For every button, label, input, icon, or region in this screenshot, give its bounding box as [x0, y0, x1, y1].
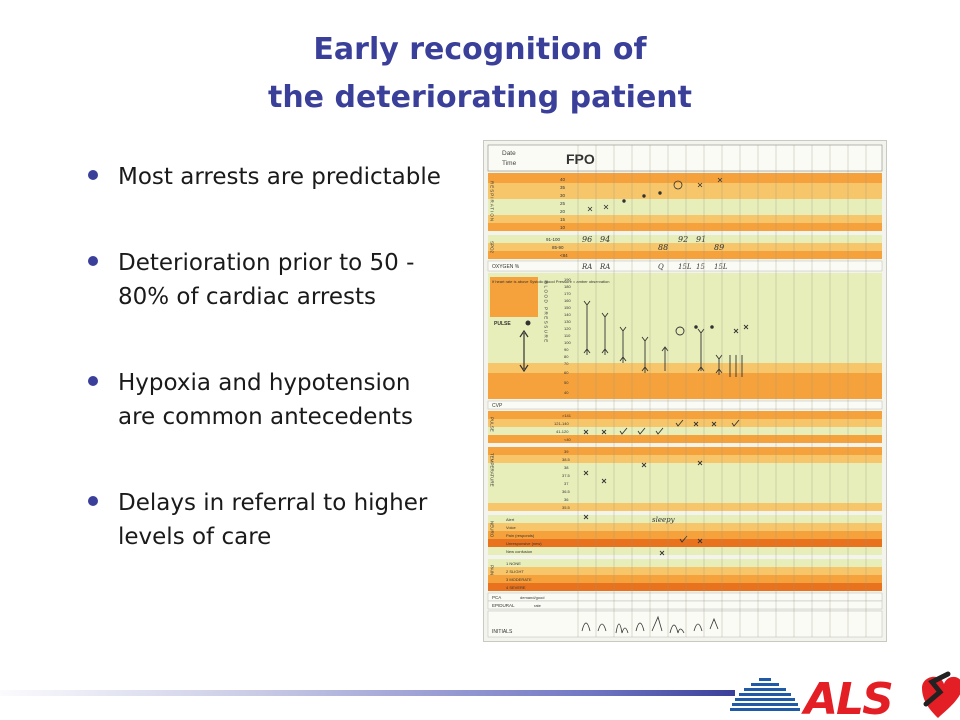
bullet-item: Deterioration prior to 50 - 80% of cardi… — [86, 246, 446, 314]
svg-text:121-140: 121-140 — [554, 421, 569, 426]
cvp-label: CVP — [492, 403, 503, 409]
bullet-item: Hypoxia and hypotension are common antec… — [86, 366, 446, 434]
logo-text: ALS — [801, 674, 892, 720]
pulse-section-label: PULSE — [490, 417, 495, 432]
bullet-dot-icon — [88, 256, 98, 266]
svg-text:110: 110 — [564, 333, 571, 338]
observation-chart-image: Date Time FPO RESPIRATION 40 35 30 25 20… — [483, 140, 887, 642]
svg-text:10: 10 — [560, 225, 566, 230]
bullet-item: Most arrests are predictable — [86, 160, 446, 194]
svg-text:<40: <40 — [564, 437, 572, 442]
svg-text:60: 60 — [564, 370, 569, 375]
svg-text:Voice: Voice — [506, 525, 517, 530]
svg-text:160: 160 — [564, 298, 571, 303]
pca-label: PCA — [492, 595, 501, 600]
svg-text:38.5: 38.5 — [562, 457, 571, 462]
als-logo: ALS — [726, 668, 960, 720]
svg-text:RA: RA — [581, 263, 592, 271]
svg-text:demand/good: demand/good — [520, 595, 544, 600]
svg-text:92: 92 — [678, 235, 688, 244]
svg-text:40: 40 — [564, 390, 569, 395]
bp-note: If heart rate is above Systolic Blood Pr… — [492, 279, 610, 284]
bullet-item: Delays in referral to higher levels of c… — [86, 486, 446, 554]
svg-text:20: 20 — [560, 209, 566, 214]
svg-text:90: 90 — [564, 347, 569, 352]
respiration-scale: 40 — [560, 177, 566, 182]
svg-text:85-90: 85-90 — [552, 245, 564, 250]
chart-header-time: Time — [502, 160, 517, 167]
svg-text:89: 89 — [714, 243, 724, 252]
svg-text:190: 190 — [564, 277, 571, 282]
svg-text:RA: RA — [599, 263, 610, 271]
svg-text:Unresponsive (new): Unresponsive (new) — [506, 541, 542, 546]
bullet-list: Most arrests are predictable Deteriorati… — [86, 160, 446, 606]
title-line-2: the deteriorating patient — [267, 80, 692, 115]
bullet-dot-icon — [88, 496, 98, 506]
epidural-label: EPIDURAL — [492, 603, 515, 608]
svg-text:80: 80 — [564, 354, 569, 359]
title-line-1: Early recognition of — [313, 32, 647, 67]
respiration-label: RESPIRATION — [490, 181, 495, 222]
neuro-note: sleepy — [652, 516, 676, 524]
svg-text:37: 37 — [564, 481, 569, 486]
initials-label: INITIALS — [492, 629, 513, 635]
svg-text:>141: >141 — [562, 413, 572, 418]
svg-text:94: 94 — [600, 235, 610, 244]
als-logo-icon: ALS — [730, 671, 960, 720]
svg-text:50: 50 — [564, 380, 569, 385]
svg-text:140: 140 — [564, 312, 571, 317]
slide-title: Early recognition of the deteriorating p… — [0, 26, 960, 122]
svg-text:New confusion: New confusion — [506, 549, 532, 554]
svg-text:rate: rate — [534, 603, 542, 608]
svg-text:91-100: 91-100 — [546, 237, 561, 242]
bullet-dot-icon — [88, 376, 98, 386]
pulse-legend-label: PULSE — [494, 321, 511, 327]
spo2-label: SPO2 — [490, 241, 495, 254]
svg-text:36: 36 — [564, 497, 569, 502]
bullet-dot-icon — [88, 170, 98, 180]
svg-text:39: 39 — [564, 449, 569, 454]
svg-text:100: 100 — [564, 340, 571, 345]
svg-text:1 NONE: 1 NONE — [506, 561, 521, 566]
pain-label: PAIN — [490, 565, 495, 575]
svg-text:96: 96 — [582, 235, 592, 244]
svg-text:41-120: 41-120 — [556, 429, 569, 434]
footer-divider — [0, 690, 735, 696]
svg-text:15L: 15L — [714, 263, 728, 271]
svg-text:15: 15 — [696, 263, 705, 271]
svg-text:35: 35 — [560, 185, 566, 190]
temperature-label: TEMPERATURE — [490, 453, 495, 487]
svg-text:35.5: 35.5 — [562, 505, 571, 510]
svg-text:25: 25 — [560, 201, 566, 206]
svg-text:120: 120 — [564, 326, 571, 331]
svg-text:Q: Q — [658, 263, 664, 271]
svg-text:180: 180 — [564, 284, 571, 289]
svg-text:36.5: 36.5 — [562, 489, 571, 494]
svg-text:88: 88 — [658, 243, 668, 252]
chart-header-date: Date — [502, 150, 516, 157]
svg-text:Alert: Alert — [506, 517, 515, 522]
svg-text:70: 70 — [564, 361, 569, 366]
svg-text:2 SLIGHT: 2 SLIGHT — [506, 569, 524, 574]
svg-text:30: 30 — [560, 193, 566, 198]
svg-text:3 MODERATE: 3 MODERATE — [506, 577, 532, 582]
oxygen-label: OXYGEN % — [492, 264, 520, 270]
svg-text:4 SEVERE: 4 SEVERE — [506, 585, 526, 590]
svg-text:150: 150 — [564, 305, 571, 310]
svg-text:170: 170 — [564, 291, 571, 296]
svg-text:15: 15 — [560, 217, 566, 222]
svg-text:38: 38 — [564, 465, 569, 470]
svg-text:37.5: 37.5 — [562, 473, 571, 478]
svg-text:15L: 15L — [678, 263, 692, 271]
svg-text:130: 130 — [564, 319, 571, 324]
neuro-label: NEURO — [490, 521, 495, 538]
svg-text:Pain (responds): Pain (responds) — [506, 533, 535, 538]
bp-label: BLOOD PRESSURE — [544, 281, 549, 344]
observation-chart: Date Time FPO RESPIRATION 40 35 30 25 20… — [487, 144, 883, 638]
chart-header-code: FPO — [566, 151, 595, 167]
svg-text:<84: <84 — [560, 253, 568, 258]
svg-text:91: 91 — [696, 235, 706, 244]
